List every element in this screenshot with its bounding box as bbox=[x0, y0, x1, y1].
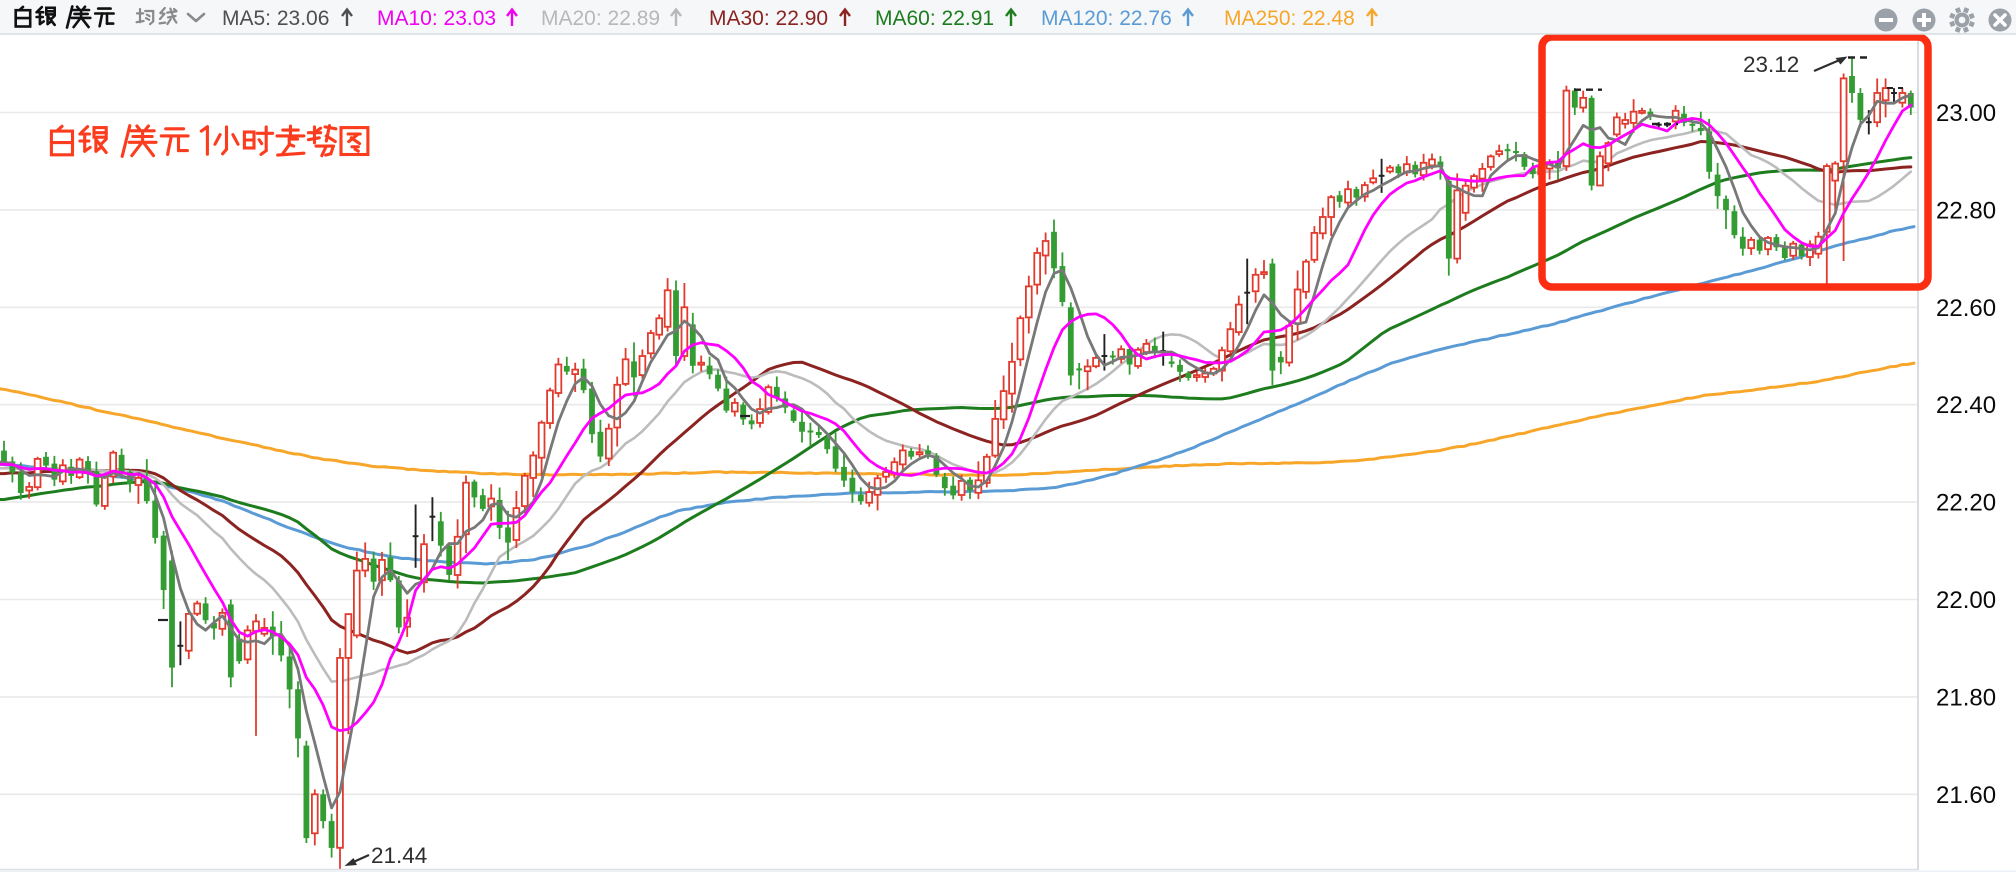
svg-text:21.60: 21.60 bbox=[1936, 782, 1996, 809]
svg-text:23.12: 23.12 bbox=[1743, 52, 1799, 77]
svg-text:21.44: 21.44 bbox=[371, 843, 427, 868]
svg-text:MA250: 22.48: MA250: 22.48 bbox=[1224, 7, 1355, 30]
svg-text:22.00: 22.00 bbox=[1936, 587, 1996, 614]
svg-text:MA120: 22.76: MA120: 22.76 bbox=[1041, 7, 1172, 30]
svg-text:MA10: 23.03: MA10: 23.03 bbox=[377, 7, 496, 30]
svg-text:22.40: 22.40 bbox=[1936, 392, 1996, 419]
svg-text:21.80: 21.80 bbox=[1936, 684, 1996, 711]
svg-text:MA60: 22.91: MA60: 22.91 bbox=[875, 7, 994, 30]
svg-text:MA20: 22.89: MA20: 22.89 bbox=[541, 7, 660, 30]
svg-text:MA30: 22.90: MA30: 22.90 bbox=[709, 7, 828, 30]
svg-text:22.80: 22.80 bbox=[1936, 197, 1996, 224]
svg-text:MA5: 23.06: MA5: 23.06 bbox=[222, 7, 329, 30]
svg-text:22.20: 22.20 bbox=[1936, 490, 1996, 517]
svg-text:23.00: 23.00 bbox=[1936, 100, 1996, 127]
svg-text:22.60: 22.60 bbox=[1936, 295, 1996, 322]
